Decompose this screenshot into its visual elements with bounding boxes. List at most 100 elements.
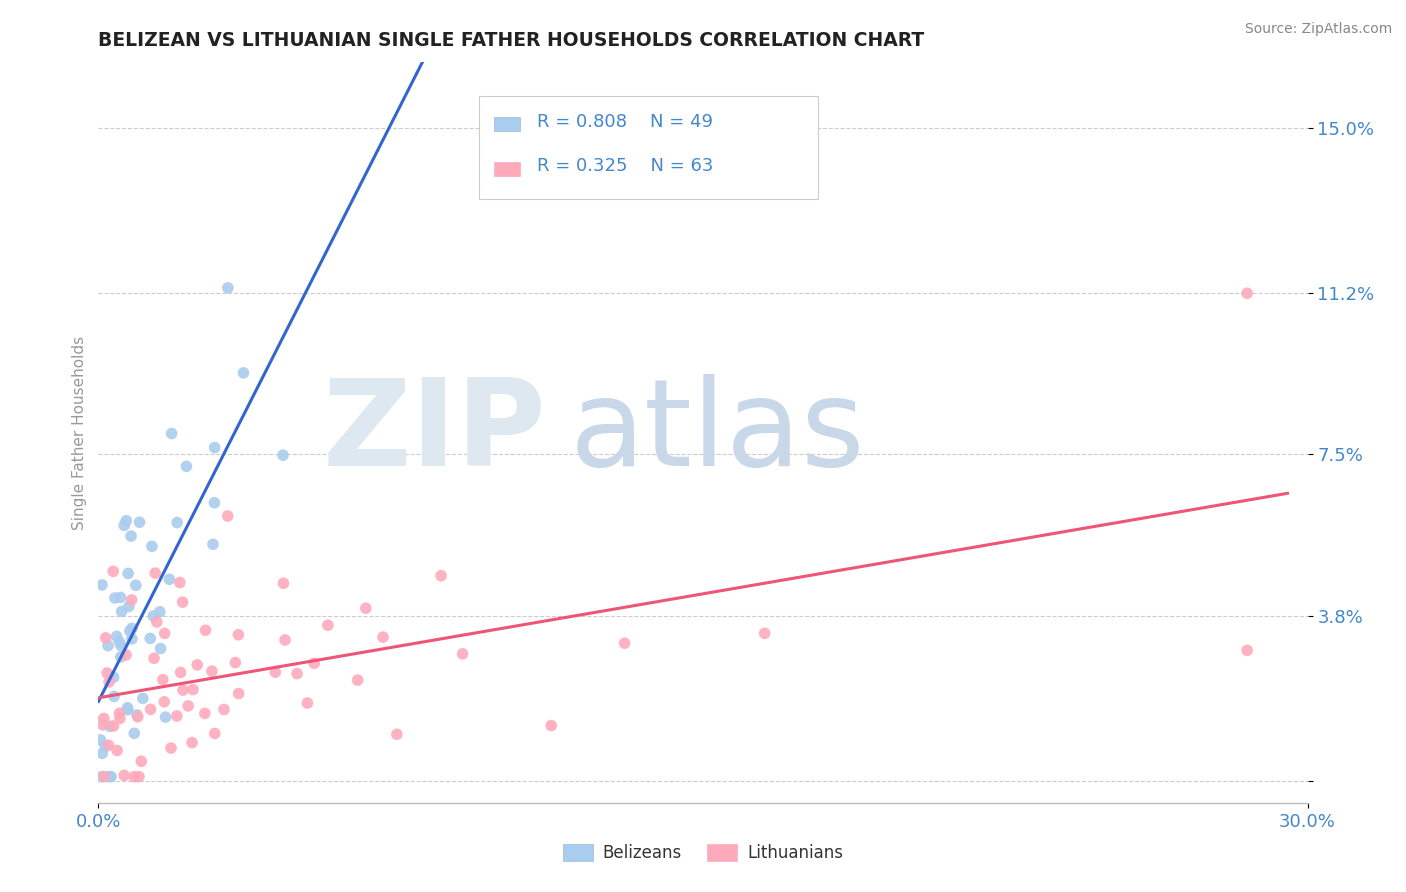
Point — [110, 604, 132, 618]
Point — [149, 641, 172, 656]
Bar — [494, 118, 520, 131]
Point — [112, 518, 135, 533]
Point — [118, 624, 141, 638]
Point — [204, 441, 226, 455]
Point — [613, 636, 636, 650]
Text: atlas: atlas — [569, 374, 866, 491]
Point — [139, 632, 162, 646]
Point — [121, 632, 143, 646]
Point — [186, 657, 208, 672]
Point — [118, 599, 141, 614]
Point — [155, 710, 177, 724]
Legend: Belizeans, Lithuanians: Belizeans, Lithuanians — [557, 837, 849, 869]
Point — [96, 666, 118, 681]
Point — [93, 711, 115, 725]
Point — [204, 726, 226, 740]
Point — [127, 710, 149, 724]
Point — [122, 770, 145, 784]
Point — [115, 514, 138, 528]
Point — [143, 651, 166, 665]
Point — [1236, 286, 1258, 301]
Point — [160, 426, 183, 441]
Point — [204, 496, 226, 510]
Point — [273, 576, 295, 591]
Point — [117, 566, 139, 581]
Point — [354, 601, 377, 615]
Y-axis label: Single Father Households: Single Father Households — [72, 335, 87, 530]
Point — [540, 718, 562, 732]
Point — [274, 632, 297, 647]
Point — [139, 702, 162, 716]
Point — [91, 578, 114, 592]
Point — [201, 537, 224, 551]
Point — [149, 605, 172, 619]
Text: R = 0.325    N = 63: R = 0.325 N = 63 — [537, 157, 714, 175]
Point — [110, 639, 132, 653]
Point — [141, 539, 163, 553]
Point — [157, 572, 180, 586]
Point — [316, 618, 339, 632]
Text: BELIZEAN VS LITHUANIAN SINGLE FATHER HOUSEHOLDS CORRELATION CHART: BELIZEAN VS LITHUANIAN SINGLE FATHER HOU… — [98, 30, 925, 50]
Point — [103, 719, 125, 733]
Point — [232, 366, 254, 380]
Point — [217, 281, 239, 295]
Point — [172, 595, 194, 609]
Point — [181, 736, 204, 750]
Point — [103, 565, 125, 579]
Point — [177, 698, 200, 713]
Point — [142, 609, 165, 624]
Point — [91, 747, 114, 761]
Point — [212, 702, 235, 716]
Point — [297, 696, 319, 710]
Point — [176, 459, 198, 474]
Text: ZIP: ZIP — [322, 374, 546, 491]
Text: Source: ZipAtlas.com: Source: ZipAtlas.com — [1244, 22, 1392, 37]
Point — [100, 770, 122, 784]
Point — [172, 683, 194, 698]
Point — [115, 648, 138, 662]
Point — [125, 707, 148, 722]
Point — [108, 706, 131, 721]
Point — [169, 665, 191, 680]
Point — [117, 703, 139, 717]
Point — [302, 657, 325, 671]
Point — [169, 575, 191, 590]
Point — [128, 770, 150, 784]
Point — [117, 700, 139, 714]
Point — [98, 719, 121, 733]
Point — [1236, 643, 1258, 657]
Point — [143, 566, 166, 580]
Point — [97, 639, 120, 653]
Point — [153, 626, 176, 640]
Point — [104, 591, 127, 605]
FancyBboxPatch shape — [479, 95, 818, 200]
Point — [125, 578, 148, 592]
Point — [112, 768, 135, 782]
Point — [346, 673, 368, 687]
Point — [121, 621, 143, 635]
Bar — [494, 161, 520, 176]
Point — [132, 691, 155, 706]
Point — [194, 624, 217, 638]
Point — [121, 593, 143, 607]
Point — [181, 682, 204, 697]
Point — [90, 770, 112, 784]
Text: R = 0.808    N = 49: R = 0.808 N = 49 — [537, 112, 713, 130]
Point — [110, 591, 132, 605]
Point — [451, 647, 474, 661]
Point — [160, 741, 183, 756]
Point — [91, 718, 114, 732]
Point — [108, 711, 131, 725]
Point — [271, 448, 294, 462]
Point — [146, 615, 169, 629]
Point — [94, 739, 117, 754]
Point — [166, 709, 188, 723]
Point — [285, 666, 308, 681]
Point — [98, 674, 121, 689]
Point — [103, 670, 125, 684]
Point — [264, 665, 287, 680]
Point — [110, 649, 132, 664]
Point — [120, 529, 142, 543]
Point — [94, 631, 117, 645]
Point — [89, 732, 111, 747]
